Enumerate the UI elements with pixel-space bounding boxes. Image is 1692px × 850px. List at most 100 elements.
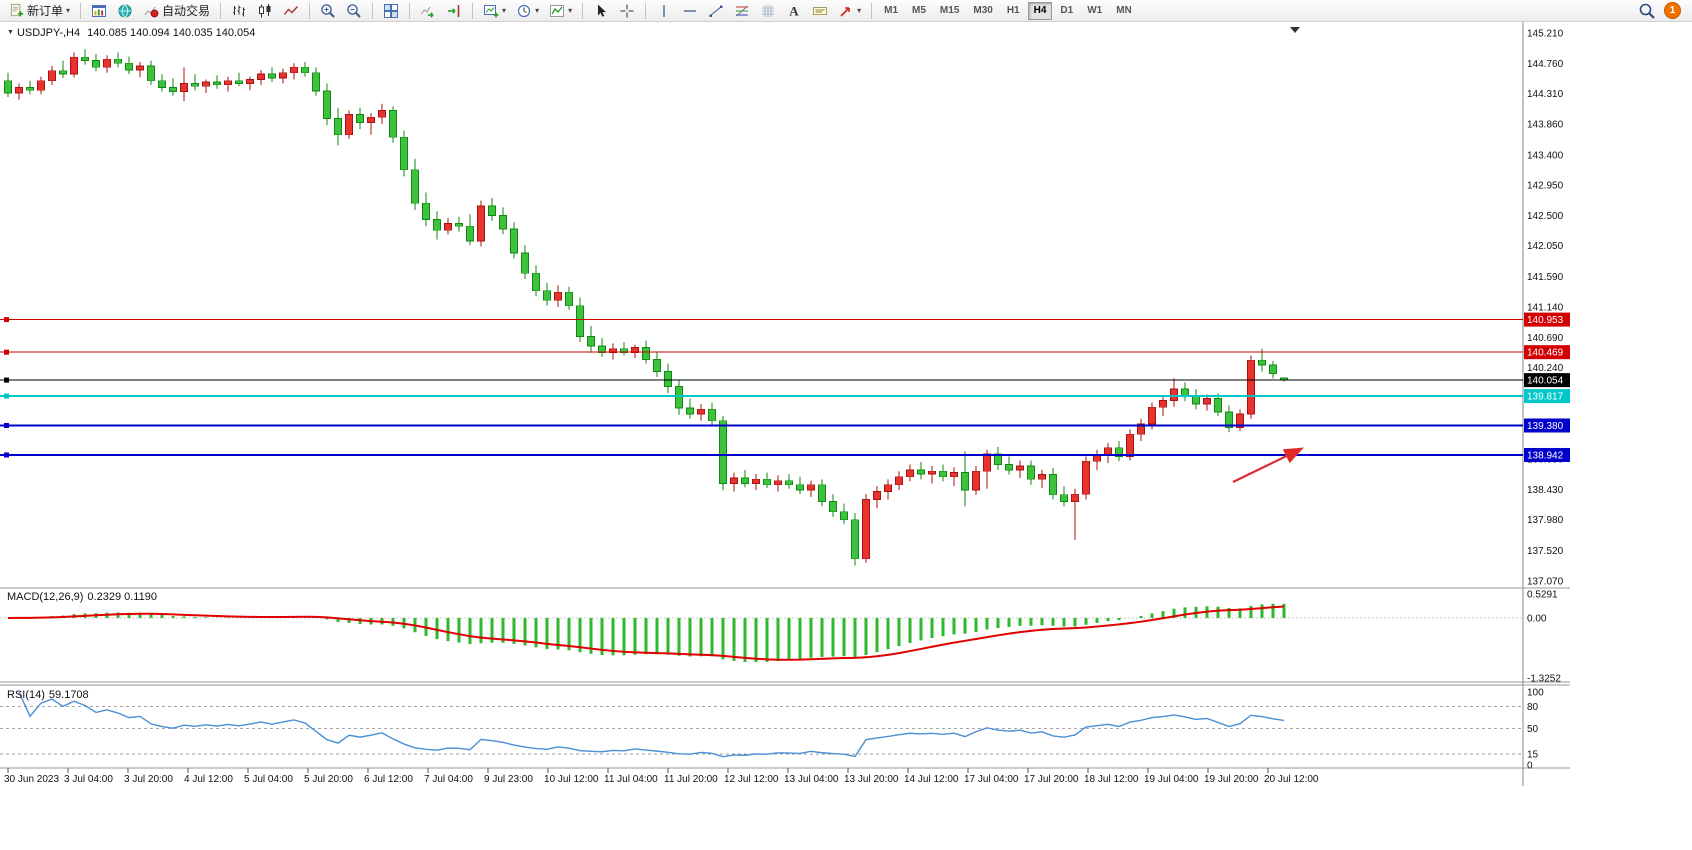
charts-window-button[interactable] bbox=[87, 1, 111, 21]
search-icon[interactable] bbox=[1638, 2, 1656, 20]
svg-text:144.310: 144.310 bbox=[1527, 89, 1564, 100]
toolbar-separator bbox=[871, 2, 873, 19]
arrows-tool-button[interactable]: ▾ bbox=[834, 1, 865, 21]
notification-badge[interactable]: 1 bbox=[1664, 2, 1681, 19]
fibonacci-icon bbox=[734, 3, 750, 19]
auto-scroll-button[interactable] bbox=[416, 1, 440, 21]
svg-text:140.240: 140.240 bbox=[1527, 363, 1564, 374]
candlestick-chart-button[interactable] bbox=[253, 1, 277, 21]
bar-chart-window-icon bbox=[91, 3, 107, 19]
zoom-in-icon bbox=[320, 3, 336, 19]
indicators-button[interactable]: ▾ bbox=[545, 1, 576, 21]
indicators-icon bbox=[549, 3, 565, 19]
svg-text:13 Jul 20:00: 13 Jul 20:00 bbox=[844, 774, 899, 785]
auto-scroll-icon bbox=[420, 3, 436, 19]
timeframe-w1-button[interactable]: W1 bbox=[1081, 2, 1108, 20]
profiles-button[interactable]: ▾ bbox=[512, 1, 543, 21]
new-order-label: 新订单 bbox=[27, 4, 64, 18]
community-button[interactable] bbox=[113, 1, 137, 21]
svg-text:11 Jul 04:00: 11 Jul 04:00 bbox=[604, 774, 658, 785]
timeframe-mn-button[interactable]: MN bbox=[1110, 2, 1138, 20]
macd-values: 0.2329 0.1190 bbox=[87, 591, 157, 603]
zoom-in-button[interactable] bbox=[316, 1, 340, 21]
svg-text:13 Jul 04:00: 13 Jul 04:00 bbox=[784, 774, 839, 785]
horizontal-line-tool-button[interactable] bbox=[678, 1, 702, 21]
toolbar-separator bbox=[409, 2, 411, 19]
caret-down-icon: ▾ bbox=[857, 5, 862, 15]
svg-text:11 Jul 20:00: 11 Jul 20:00 bbox=[664, 774, 718, 785]
toolbar-separator bbox=[582, 2, 584, 19]
svg-text:9 Jul 23:00: 9 Jul 23:00 bbox=[484, 774, 533, 785]
timeframe-h4-button[interactable]: H4 bbox=[1027, 1, 1053, 20]
trendline-tool-button[interactable] bbox=[704, 1, 728, 21]
rsi-value: 59.1708 bbox=[48, 689, 89, 701]
chart-shift-button[interactable] bbox=[442, 1, 466, 21]
timeframe-m15-button[interactable]: M15 bbox=[934, 2, 965, 20]
svg-text:0.00: 0.00 bbox=[1527, 613, 1547, 624]
svg-text:145.210: 145.210 bbox=[1527, 29, 1564, 40]
svg-text:20 Jul 12:00: 20 Jul 12:00 bbox=[1264, 774, 1319, 785]
svg-text:137.980: 137.980 bbox=[1527, 515, 1564, 526]
ohlc-bars-icon bbox=[231, 3, 247, 19]
timeframe-d1-button[interactable]: D1 bbox=[1054, 2, 1079, 20]
svg-text:17 Jul 20:00: 17 Jul 20:00 bbox=[1024, 774, 1079, 785]
svg-text:100: 100 bbox=[1527, 688, 1544, 699]
caret-down-icon: ▾ bbox=[502, 5, 507, 15]
new-order-button[interactable]: 新订单 ▾ bbox=[5, 1, 74, 21]
toolbar-separator bbox=[472, 2, 474, 19]
svg-text:80: 80 bbox=[1527, 702, 1539, 713]
caret-down-icon: ▾ bbox=[66, 5, 71, 15]
svg-text:3 Jul 04:00: 3 Jul 04:00 bbox=[64, 774, 113, 785]
grid-icon bbox=[760, 3, 776, 19]
timeframe-m30-button[interactable]: M30 bbox=[967, 2, 998, 20]
crosshair-icon bbox=[619, 3, 635, 19]
svg-text:30 Jun 2023: 30 Jun 2023 bbox=[4, 774, 59, 785]
svg-text:140.953: 140.953 bbox=[1527, 315, 1564, 326]
cursor-tool-button[interactable] bbox=[589, 1, 613, 21]
crosshair-tool-button[interactable] bbox=[615, 1, 639, 21]
svg-text:138.942: 138.942 bbox=[1527, 450, 1564, 461]
svg-text:7 Jul 04:00: 7 Jul 04:00 bbox=[424, 774, 473, 785]
svg-text:12 Jul 12:00: 12 Jul 12:00 bbox=[724, 774, 779, 785]
auto-trading-label: 自动交易 bbox=[162, 4, 211, 18]
bar-chart-button[interactable] bbox=[227, 1, 251, 21]
svg-text:139.380: 139.380 bbox=[1527, 421, 1564, 432]
caret-down-icon: ▾ bbox=[535, 5, 540, 15]
svg-text:15: 15 bbox=[1527, 750, 1539, 761]
svg-text:18 Jul 12:00: 18 Jul 12:00 bbox=[1084, 774, 1139, 785]
toolbar-separator bbox=[645, 2, 647, 19]
collapse-triangle-icon[interactable]: ▼ bbox=[7, 29, 14, 36]
rsi-name: RSI(14) bbox=[7, 689, 45, 701]
svg-text:3 Jul 20:00: 3 Jul 20:00 bbox=[124, 774, 173, 785]
text-label-icon bbox=[812, 3, 828, 19]
clock-icon bbox=[516, 3, 532, 19]
macd-indicator-label: MACD(12,26,9) 0.2329 0.1190 bbox=[7, 591, 157, 603]
zoom-out-icon bbox=[346, 3, 362, 19]
svg-text:17 Jul 04:00: 17 Jul 04:00 bbox=[964, 774, 1019, 785]
timeframe-m1-button[interactable]: M1 bbox=[878, 2, 904, 20]
symbol-ohlc-label: ▼ USDJPY-,H4 140.085 140.094 140.035 140.… bbox=[7, 27, 255, 39]
line-chart-button[interactable] bbox=[279, 1, 303, 21]
grid-tool-button[interactable] bbox=[756, 1, 780, 21]
new-chart-button[interactable]: ▾ bbox=[479, 1, 510, 21]
text-label-tool-button[interactable] bbox=[808, 1, 832, 21]
text-tool-button[interactable]: A bbox=[782, 1, 806, 21]
auto-trading-button[interactable]: 自动交易 bbox=[139, 1, 214, 21]
timeframe-h1-button[interactable]: H1 bbox=[1001, 2, 1026, 20]
horizontal-line-icon bbox=[682, 3, 698, 19]
timeframe-m5-button[interactable]: M5 bbox=[906, 2, 932, 20]
svg-text:-1.3252: -1.3252 bbox=[1527, 674, 1561, 685]
fibonacci-tool-button[interactable] bbox=[730, 1, 754, 21]
main-toolbar: 新订单 ▾ 自动交易 bbox=[0, 0, 1692, 22]
zoom-out-button[interactable] bbox=[342, 1, 366, 21]
chart-canvas[interactable]: 145.210 144.760 144.310 143.860 143.400 142.9… bbox=[0, 22, 1692, 850]
svg-text:14 Jul 12:00: 14 Jul 12:00 bbox=[904, 774, 959, 785]
svg-text:141.590: 141.590 bbox=[1527, 272, 1564, 283]
vertical-line-icon bbox=[656, 3, 672, 19]
svg-text:140.469: 140.469 bbox=[1527, 348, 1564, 359]
vertical-line-tool-button[interactable] bbox=[652, 1, 676, 21]
toolbar-separator bbox=[309, 2, 311, 19]
svg-text:0.5291: 0.5291 bbox=[1527, 590, 1558, 601]
tile-windows-button[interactable] bbox=[379, 1, 403, 21]
